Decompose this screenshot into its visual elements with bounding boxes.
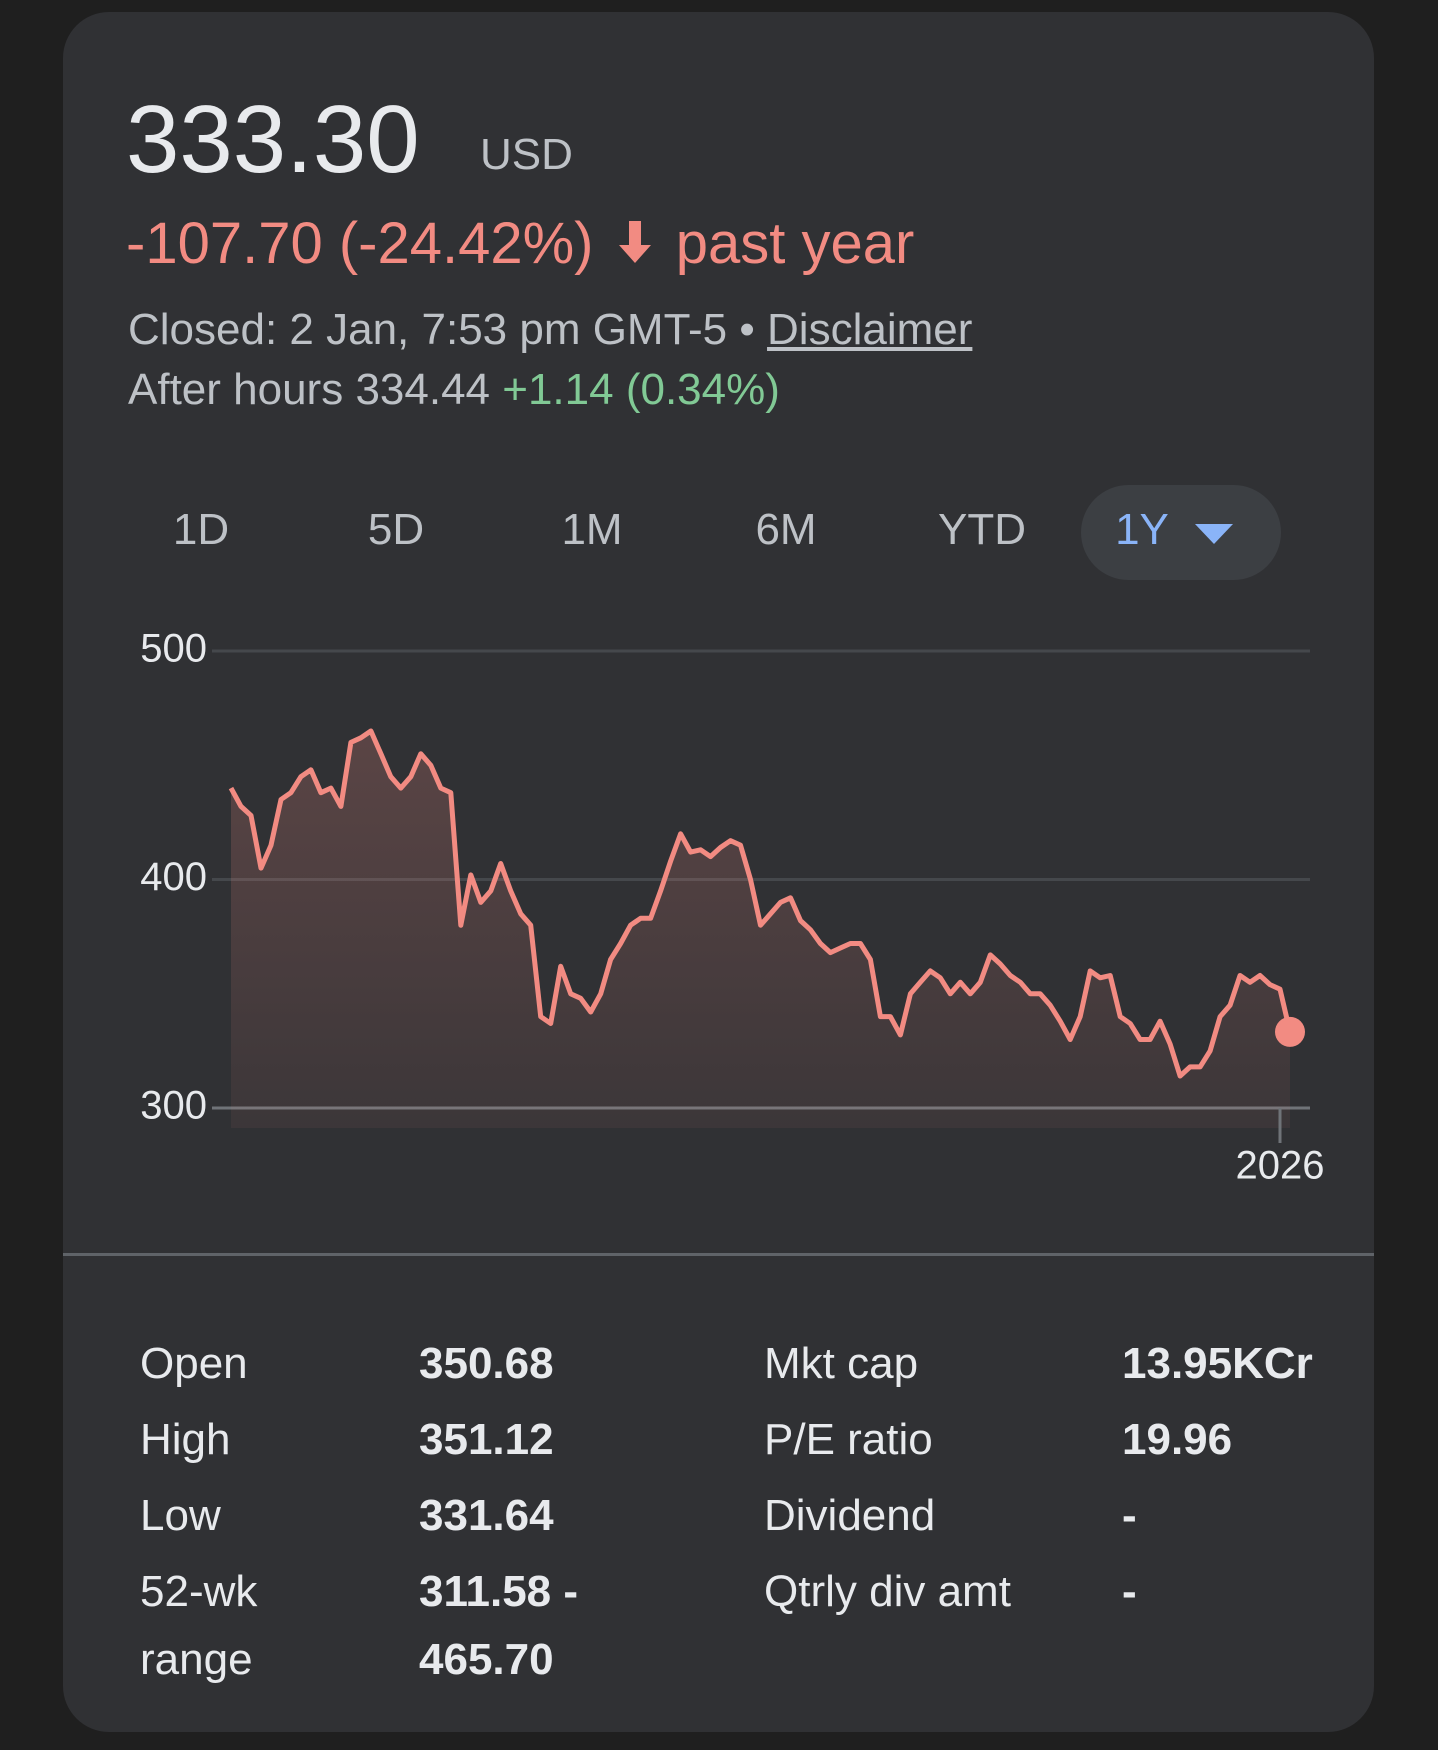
stat-value: 350.68 — [419, 1339, 554, 1388]
after-hours-line: After hours 334.44 +1.14 (0.34%) — [128, 365, 780, 415]
stat-value: 19.96 — [1122, 1415, 1233, 1464]
selected-range-pill[interactable] — [1081, 485, 1281, 580]
after-hours-price: 334.44 — [355, 365, 491, 414]
range-tab[interactable]: 6M — [755, 505, 817, 554]
stat-value: 13.95KCr — [1122, 1339, 1313, 1388]
y-tick-label: 300 — [140, 1084, 207, 1128]
last-price-dot — [1275, 1016, 1305, 1047]
disclaimer-link[interactable]: Disclaimer — [767, 305, 973, 354]
status: Closed: 2 Jan, 7:53 pm GMT-5 — [128, 305, 728, 354]
stat-label: Mkt cap — [764, 1339, 919, 1388]
stat-value: 311.58 - 465.70 — [419, 1567, 579, 1684]
change-line: -107.70 (-24.42%) past year — [126, 210, 914, 277]
stat-label: Open — [140, 1339, 248, 1388]
change: -107.70 (-24.42%) — [126, 211, 594, 276]
currency: USD — [480, 130, 573, 179]
stat-label: Qtrly div amt — [764, 1567, 1011, 1616]
range-tab[interactable]: 1D — [172, 505, 230, 554]
stat-label: High — [140, 1415, 231, 1464]
after-hours-change: +1.14 (0.34%) — [502, 365, 780, 414]
price-chart: 300 400 500 2026 — [140, 627, 1325, 1188]
stat-value: - — [1122, 1491, 1137, 1540]
stat-label: Low — [140, 1491, 221, 1540]
down-arrow — [618, 221, 651, 263]
range-tab[interactable]: YTD — [938, 505, 1026, 554]
stat-label: 52-wk range — [140, 1567, 258, 1684]
stat-label: Dividend — [764, 1491, 936, 1540]
x-tick-label: 2026 — [1236, 1144, 1325, 1188]
y-tick-label: 400 — [140, 855, 207, 899]
divider — [63, 1253, 1374, 1256]
price: 333.30 — [126, 86, 420, 193]
dropdown-caret[interactable] — [1193, 522, 1235, 546]
separator: • — [739, 305, 755, 354]
status-line: Closed: 2 Jan, 7:53 pm GMT-5 • Disclaime… — [128, 305, 972, 355]
stat-value: 331.64 — [419, 1491, 554, 1540]
stat-value: - — [1122, 1567, 1137, 1616]
area-fill — [231, 731, 1290, 1128]
after-hours-label: After hours — [128, 365, 344, 414]
period: past year — [675, 211, 915, 276]
stat-label: P/E ratio — [764, 1415, 933, 1464]
y-tick-label: 500 — [140, 627, 207, 671]
stat-value: 351.12 — [419, 1415, 554, 1464]
range-tab[interactable]: 5D — [367, 505, 425, 554]
range-tab[interactable]: 1Y — [1115, 505, 1169, 554]
range-tab[interactable]: 1M — [561, 505, 623, 554]
price-line — [228, 728, 1293, 1079]
